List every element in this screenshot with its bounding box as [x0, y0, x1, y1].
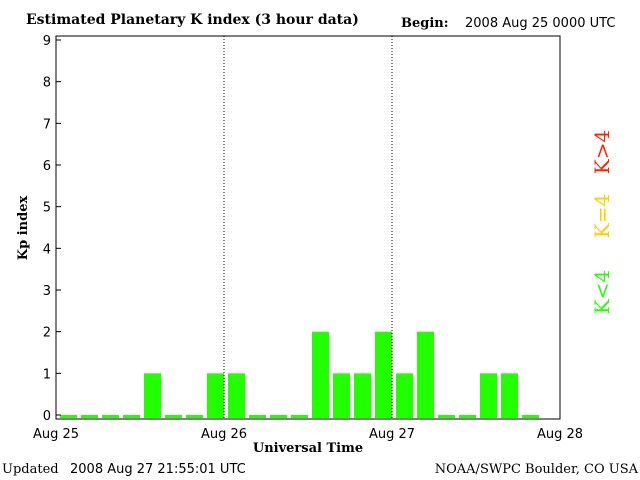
y-tick-label: 1	[43, 367, 51, 382]
y-tick-label: 5	[43, 201, 51, 216]
kp-bar	[522, 415, 539, 418]
kp-bar	[354, 373, 371, 418]
x-tick-label: Aug 25	[33, 427, 79, 442]
kp-bar	[81, 415, 98, 418]
kp-bar	[312, 331, 329, 418]
kp-bar	[249, 415, 266, 418]
kp-bar	[228, 373, 245, 418]
y-tick-label: 2	[43, 326, 51, 341]
kp-bar	[417, 331, 434, 418]
x-tick-group: Aug 25 Aug 26 Aug 27 Aug 28	[33, 427, 583, 442]
chart-title: Estimated Planetary K index (3 hour data…	[26, 12, 359, 28]
y-tick-label: 6	[43, 159, 51, 174]
y-tick-label: 8	[43, 76, 51, 91]
kp-bar	[291, 415, 308, 418]
updated-label: Updated	[2, 462, 59, 477]
y-tick-label: 3	[43, 284, 51, 299]
y-axis-title: Kp index	[16, 196, 31, 261]
kp-bar	[270, 415, 287, 418]
kp-bar	[207, 373, 224, 418]
legend-k-greater-4: K>4	[590, 130, 614, 174]
kp-bar	[144, 373, 161, 418]
y-tick-label: 0	[43, 409, 51, 424]
kp-bar	[438, 415, 455, 418]
day-divider-group	[223, 36, 393, 419]
x-tick-label: Aug 28	[537, 427, 583, 442]
kp-bar	[186, 415, 203, 418]
x-tick-label: Aug 27	[369, 427, 415, 442]
legend-k-less-4: K<4	[590, 270, 614, 314]
source-credit: NOAA/SWPC Boulder, CO USA	[435, 462, 639, 477]
x-tick-label: Aug 26	[201, 427, 247, 442]
y-tick-label: 7	[43, 117, 51, 132]
kp-bar	[60, 415, 77, 418]
kp-bar	[501, 373, 518, 418]
kp-bar	[333, 373, 350, 418]
kp-bar	[102, 415, 119, 418]
begin-label: Begin:	[401, 16, 449, 31]
kp-bar	[165, 415, 182, 418]
legend-k-equal-4: K=4	[590, 194, 614, 238]
kp-bar	[480, 373, 497, 418]
begin-value: 2008 Aug 25 0000 UTC	[465, 16, 615, 31]
y-tick-label: 9	[43, 34, 51, 49]
kp-bar	[459, 415, 476, 418]
kp-bar	[375, 331, 392, 418]
y-tick-label: 4	[43, 242, 51, 257]
updated-value: 2008 Aug 27 21:55:01 UTC	[70, 462, 246, 477]
plot-frame	[55, 35, 561, 420]
kp-bar	[396, 373, 413, 418]
x-axis-title: Universal Time	[253, 441, 363, 456]
y-tick-group: 0 1 2 3 4 5 6 7 8 9	[43, 34, 61, 424]
kp-bar	[123, 415, 140, 418]
bar-group	[60, 331, 539, 418]
